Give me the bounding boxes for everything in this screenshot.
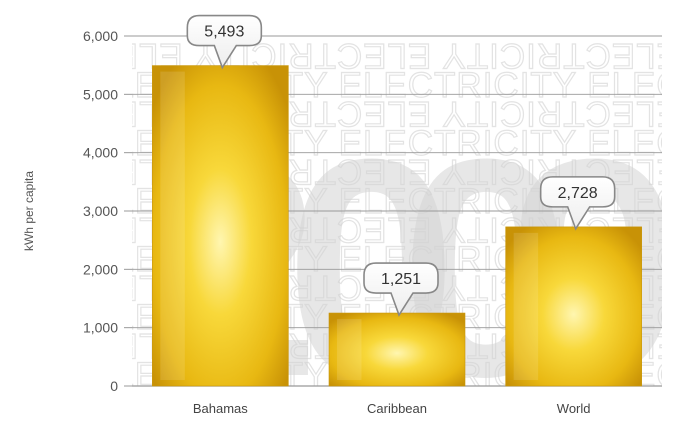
data-label-callouts: 5,493 1,251 2,728 [186,14,616,317]
x-axis-ticks: Bahamas Caribbean World [193,401,591,416]
data-label: 2,728 [558,185,598,202]
y-tick-label: 3,000 [83,203,118,219]
y-tick-label: 4,000 [83,145,118,161]
bar-shine [337,319,362,380]
callout-bubble [186,14,263,70]
y-tick-label: 2,000 [83,261,118,277]
data-label: 1,251 [381,271,421,288]
bar-world [505,226,642,387]
bar-shine [513,232,539,380]
y-axis-ticks: 0 1,000 2,000 3,000 4,000 5,000 6,000 [83,28,132,394]
y-tick-label: 0 [110,378,118,394]
y-tick-label: 5,000 [83,86,118,102]
x-tick-label: World [557,401,591,416]
y-tick-label: 6,000 [83,28,118,44]
callout-bubble [539,176,616,231]
x-tick-label: Caribbean [367,401,427,416]
bar-bahamas [152,65,289,387]
data-label: 5,493 [204,24,244,41]
bar-caribbean [328,312,466,387]
callout-bubble [363,262,439,317]
y-axis-label: kWh per capita [22,171,36,251]
x-tick-label: Bahamas [193,401,248,416]
bar-shine [160,71,185,380]
bars [152,65,642,387]
y-tick-label: 1,000 [83,320,118,336]
